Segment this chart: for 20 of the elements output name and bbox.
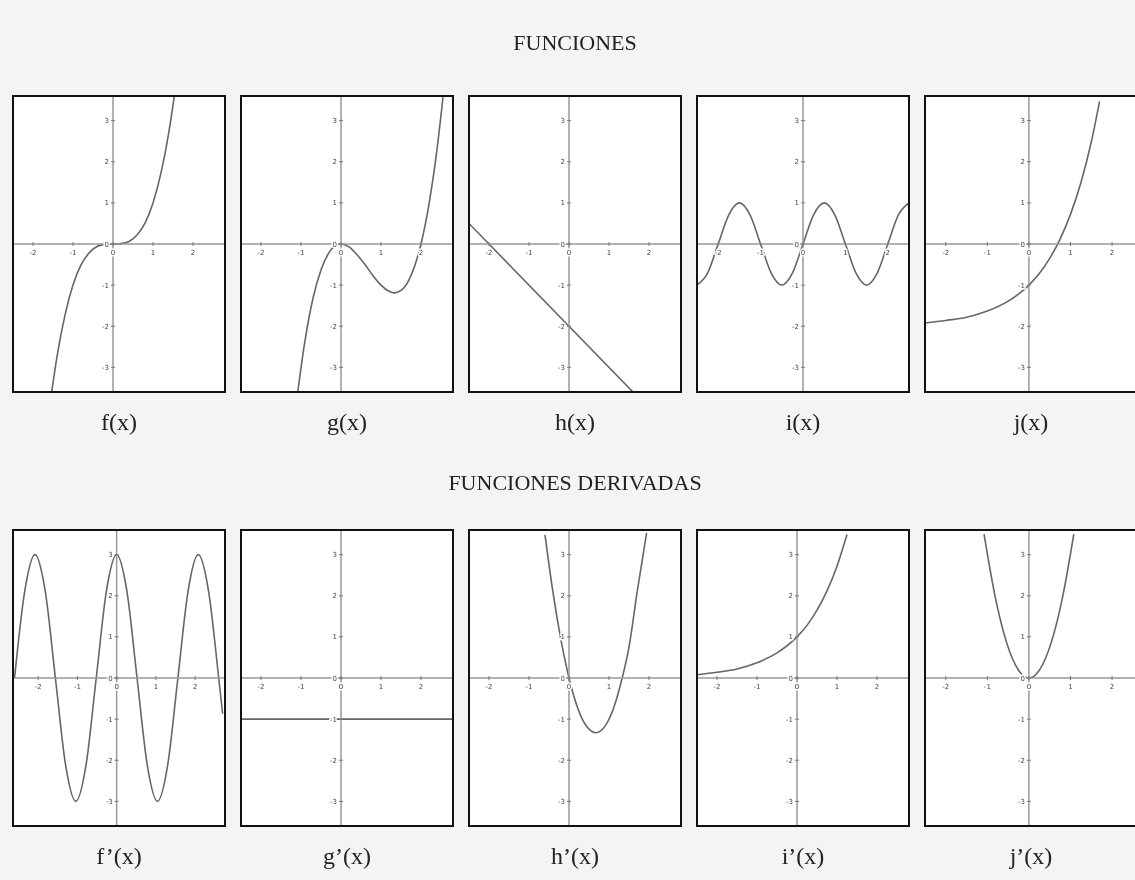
x-axis-title: g’(x) [323,843,371,869]
line-series [925,100,1101,324]
x-axis-title: i(x) [785,409,821,435]
chart-title: FUNCIONES [513,30,637,55]
line-series [983,533,1075,679]
line-series [51,96,175,392]
x-axis-title: f’(x) [96,843,142,869]
x-axis-title: h’(x) [551,843,599,869]
line-series [13,553,224,803]
x-axis-title: j’(x) [1008,843,1053,869]
line-series [697,533,848,676]
chart-title: FUNCIONES DERIVADAS [448,470,702,495]
x-axis-title: i’(x) [781,843,825,869]
x-axis-title: f(x) [101,409,137,435]
x-axis-title: h(x) [555,409,595,435]
x-axis-title: g(x) [327,409,367,435]
line-series [544,532,648,734]
line-series [697,202,909,286]
line-series [297,96,444,392]
x-axis-title: j(x) [1012,409,1049,435]
